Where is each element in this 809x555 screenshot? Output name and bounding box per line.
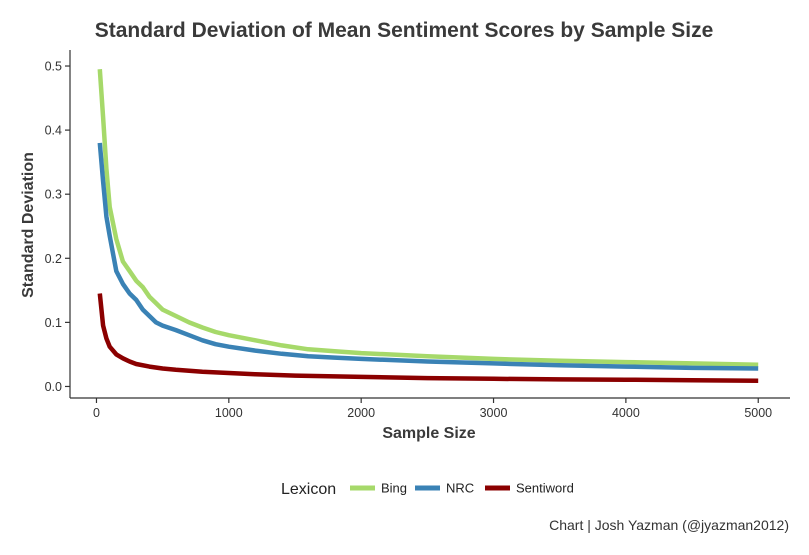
legend-label-bing: Bing	[381, 481, 407, 496]
legend: Lexicon Bing NRC Sentiword	[281, 481, 574, 499]
x-ticks: 0 1000 2000 3000 4000 5000	[93, 398, 772, 420]
x-tick-label: 1000	[215, 406, 243, 420]
legend-title: Lexicon	[281, 481, 336, 498]
x-tick-label: 3000	[480, 406, 508, 420]
legend-items: Bing NRC Sentiword	[350, 481, 574, 496]
x-tick-label: 2000	[347, 406, 375, 420]
chart-caption: Chart | Josh Yazman (@jyazman2012)	[549, 517, 789, 533]
series-line-nrc	[97, 142, 759, 371]
y-tick-label: 0.3	[45, 188, 62, 202]
y-tick-label: 0.4	[45, 124, 62, 138]
series-line-sentiword	[97, 293, 759, 383]
y-tick-label: 0.0	[45, 380, 62, 394]
x-tick-label: 4000	[612, 406, 640, 420]
y-axis-title: Standard Deviation	[20, 152, 37, 298]
x-tick-label: 5000	[744, 406, 772, 420]
legend-label-nrc: NRC	[446, 481, 474, 496]
x-tick-label: 0	[93, 406, 100, 420]
series-line-bing	[97, 69, 759, 367]
series-layer	[97, 69, 759, 383]
chart-title: Standard Deviation of Mean Sentiment Sco…	[95, 19, 714, 42]
legend-label-sentiword: Sentiword	[516, 481, 574, 496]
y-tick-label: 0.5	[45, 60, 62, 74]
y-ticks: 0.0 0.1 0.2 0.3 0.4 0.5	[45, 60, 70, 394]
y-tick-label: 0.1	[45, 316, 62, 330]
y-tick-label: 0.2	[45, 252, 62, 266]
x-axis-title: Sample Size	[382, 425, 475, 442]
